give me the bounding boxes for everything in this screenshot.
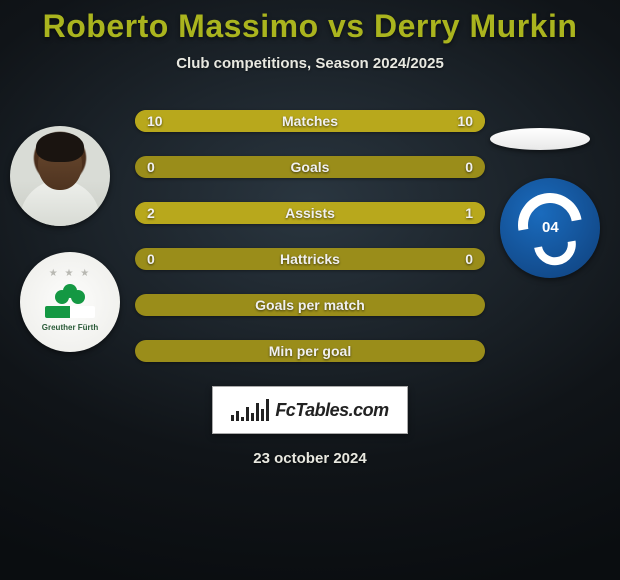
stat-left-value: 2 xyxy=(147,205,155,221)
stat-row: 0 0 Goals xyxy=(135,156,485,178)
stat-right-value: 0 xyxy=(465,159,473,175)
stat-row: 2 1 Assists xyxy=(135,202,485,224)
stat-label: Matches xyxy=(282,113,338,129)
stat-label: Goals per match xyxy=(255,297,365,313)
stat-label: Min per goal xyxy=(269,343,351,359)
stat-label: Hattricks xyxy=(280,251,340,267)
stat-left-value: 0 xyxy=(147,251,155,267)
snapshot-date: 23 october 2024 xyxy=(253,450,366,467)
stat-row: 10 10 Matches xyxy=(135,110,485,132)
comparison-subtitle: Club competitions, Season 2024/2025 xyxy=(176,55,444,72)
logo-chart-icon xyxy=(231,399,269,421)
stat-right-value: 1 xyxy=(465,205,473,221)
stat-left-value: 0 xyxy=(147,159,155,175)
stat-label: Assists xyxy=(285,205,335,221)
stat-left-value: 10 xyxy=(147,113,163,129)
player-right-avatar xyxy=(490,128,590,150)
club-right-badge: 04 xyxy=(500,178,600,278)
fctables-logo: FcTables.com xyxy=(212,386,408,434)
stat-row: Min per goal xyxy=(135,340,485,362)
logo-text: FcTables.com xyxy=(275,400,388,421)
stat-row: 0 0 Hattricks xyxy=(135,248,485,270)
comparison-title: Roberto Massimo vs Derry Murkin xyxy=(43,8,578,45)
stat-right-value: 0 xyxy=(465,251,473,267)
stat-label: Goals xyxy=(291,159,330,175)
player-left-avatar xyxy=(10,126,110,226)
stat-right-value: 10 xyxy=(457,113,473,129)
stat-row: Goals per match xyxy=(135,294,485,316)
club-left-badge: ★ ★ ★ Greuther Fürth xyxy=(20,252,120,352)
stats-list: 10 10 Matches 0 0 Goals 2 1 Assists 0 0 Hattricks Go… xyxy=(135,110,485,362)
